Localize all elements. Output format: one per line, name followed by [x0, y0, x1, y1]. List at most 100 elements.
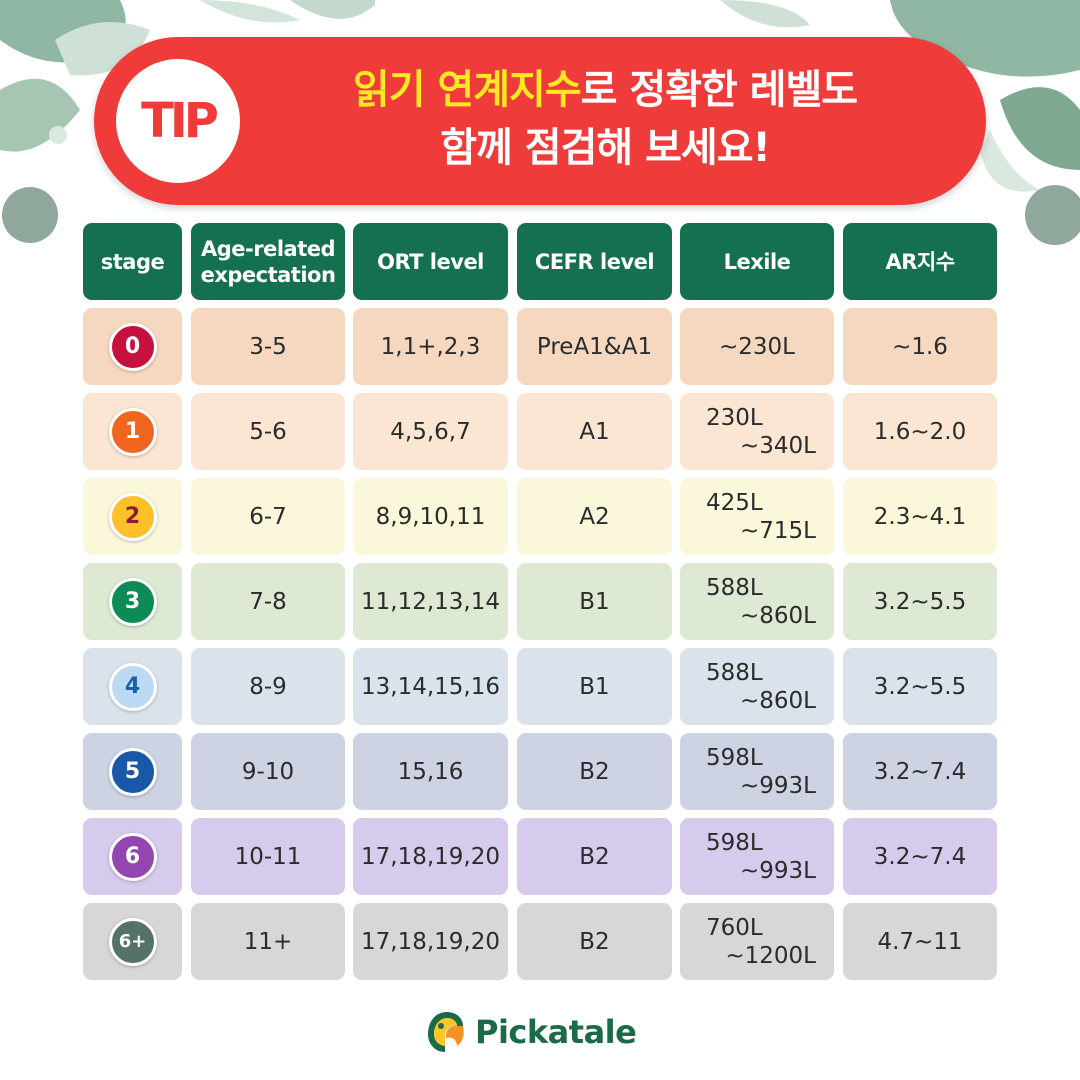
- age-expectation-value: 9-10: [241, 758, 295, 785]
- cefr-level-value: B2: [579, 928, 610, 955]
- table-cell-lexile: 588L ~860L: [680, 648, 834, 725]
- ort-level-value: 17,18,19,20: [361, 843, 500, 870]
- table-cell-age-expectation: 6-7: [191, 478, 345, 555]
- stage-number: 2: [124, 504, 141, 529]
- cefr-level-value: A1: [579, 418, 610, 445]
- tip-banner: TIP 읽기 연계지수로 정확한 레벨도 함께 점검해 보세요!: [94, 37, 986, 205]
- table-cell-ort-level: 17,18,19,20: [353, 903, 508, 980]
- lexile-to: ~715L: [740, 517, 816, 544]
- age-expectation-value: 10-11: [234, 843, 302, 870]
- stage-badge: 4: [108, 662, 157, 711]
- ar-index-value: 4.7~11: [877, 928, 963, 955]
- age-expectation-value: 3-5: [249, 333, 287, 360]
- header-label: stage: [100, 249, 165, 274]
- age-expectation-value: 11+: [243, 928, 293, 955]
- table-cell-ar-index: 2.3~4.1: [843, 478, 997, 555]
- table-cell-cefr-level: A2: [517, 478, 672, 555]
- table-cell-ort-level: 13,14,15,16: [353, 648, 508, 725]
- lexile-to: ~860L: [740, 687, 816, 714]
- ar-index-value: 2.3~4.1: [873, 503, 967, 530]
- table-cell-ar-index: 3.2~7.4: [843, 818, 997, 895]
- ar-index-value: 3.2~7.4: [873, 843, 967, 870]
- headline-line-1: 읽기 연계지수로 정확한 레벨도: [264, 61, 946, 119]
- table-cell-age-expectation: 9-10: [191, 733, 345, 810]
- ort-level-value: 15,16: [397, 758, 464, 785]
- table-cell-age-expectation: 10-11: [191, 818, 345, 895]
- ar-index-value: ~1.6: [892, 333, 948, 360]
- table-cell-cefr-level: B2: [517, 818, 672, 895]
- table-cell-age-expectation: 5-6: [191, 393, 345, 470]
- table-cell-age-expectation: 8-9: [191, 648, 345, 725]
- headline-line-2: 함께 점검해 보세요!: [440, 125, 771, 171]
- table-cell-age-expectation: 11+: [191, 903, 345, 980]
- table-cell-ort-level: 8,9,10,11: [353, 478, 508, 555]
- stage-badge: 3: [108, 577, 157, 626]
- age-expectation-value: 5-6: [249, 418, 287, 445]
- leaf-decoration-top-center: [200, 0, 375, 23]
- header-ort-level: ORT level: [353, 223, 508, 300]
- table-cell-ar-index: 1.6~2.0: [843, 393, 997, 470]
- header-ar-index: AR지수: [843, 223, 997, 300]
- stage-number: 3: [124, 589, 141, 614]
- lexile-to: ~1200L: [725, 942, 816, 969]
- stage-badge: 6+: [108, 917, 157, 966]
- table-cell-stage: 5: [83, 733, 182, 810]
- stage-number: 0: [124, 334, 141, 359]
- ar-index-value: 3.2~5.5: [873, 673, 967, 700]
- stage-badge: 0: [108, 322, 157, 371]
- table-cell-stage: 6+: [83, 903, 182, 980]
- table-cell-stage: 3: [83, 563, 182, 640]
- table-cell-lexile: 230L ~340L: [680, 393, 834, 470]
- table-cell-cefr-level: PreA1&A1: [517, 308, 672, 385]
- cefr-level-value: B2: [579, 758, 610, 785]
- stage-badge: 6: [108, 832, 157, 881]
- ort-level-value: 11,12,13,14: [361, 588, 500, 615]
- ort-level-value: 1,1+,2,3: [380, 333, 481, 360]
- table-cell-ort-level: 1,1+,2,3: [353, 308, 508, 385]
- age-expectation-value: 6-7: [249, 503, 287, 530]
- lexile-from: 598L: [706, 829, 763, 856]
- header-lexile: Lexile: [680, 223, 834, 300]
- lexile-from: 760L: [706, 914, 763, 941]
- table-cell-ort-level: 11,12,13,14: [353, 563, 508, 640]
- stage-number: 5: [124, 759, 141, 784]
- header-stage: stage: [83, 223, 182, 300]
- table-cell-ar-index: 3.2~5.5: [843, 648, 997, 725]
- table-cell-age-expectation: 3-5: [191, 308, 345, 385]
- stage-number: 6+: [118, 931, 147, 952]
- header-label: AR지수: [885, 249, 955, 274]
- stage-number: 4: [124, 674, 141, 699]
- table-cell-cefr-level: A1: [517, 393, 672, 470]
- lexile-to: ~993L: [740, 772, 816, 799]
- table-cell-ort-level: 15,16: [353, 733, 508, 810]
- header-label: Age-related expectation: [200, 236, 336, 287]
- table-cell-ar-index: 3.2~7.4: [843, 733, 997, 810]
- cefr-level-value: A2: [579, 503, 610, 530]
- table-cell-ar-index: 3.2~5.5: [843, 563, 997, 640]
- table-cell-lexile: 760L ~1200L: [680, 903, 834, 980]
- ort-level-value: 17,18,19,20: [361, 928, 500, 955]
- lexile-to: ~340L: [740, 432, 816, 459]
- cefr-level-value: B2: [579, 843, 610, 870]
- table-cell-lexile: 588L ~860L: [680, 563, 834, 640]
- ar-index-value: 1.6~2.0: [873, 418, 967, 445]
- lexile-from: 598L: [706, 744, 763, 771]
- ar-index-value: 3.2~7.4: [873, 758, 967, 785]
- leaf-decoration-top-right: [720, 0, 1080, 245]
- table-cell-lexile: 598L ~993L: [680, 818, 834, 895]
- table-cell-stage: 2: [83, 478, 182, 555]
- table-cell-stage: 6: [83, 818, 182, 895]
- table-cell-lexile: ~230L: [680, 308, 834, 385]
- table-cell-ar-index: 4.7~11: [843, 903, 997, 980]
- header-label: Lexile: [723, 249, 791, 274]
- tip-badge: TIP: [116, 59, 240, 183]
- lexile-from: 588L: [706, 574, 763, 601]
- table-cell-lexile: 598L ~993L: [680, 733, 834, 810]
- header-label: CEFR level: [534, 249, 655, 274]
- headline: 읽기 연계지수로 정확한 레벨도 함께 점검해 보세요!: [264, 61, 946, 177]
- headline-highlight: 읽기 연계지수: [352, 67, 582, 113]
- table-cell-age-expectation: 7-8: [191, 563, 345, 640]
- table-cell-cefr-level: B1: [517, 563, 672, 640]
- ar-index-value: 3.2~5.5: [873, 588, 967, 615]
- cefr-level-value: B1: [579, 673, 610, 700]
